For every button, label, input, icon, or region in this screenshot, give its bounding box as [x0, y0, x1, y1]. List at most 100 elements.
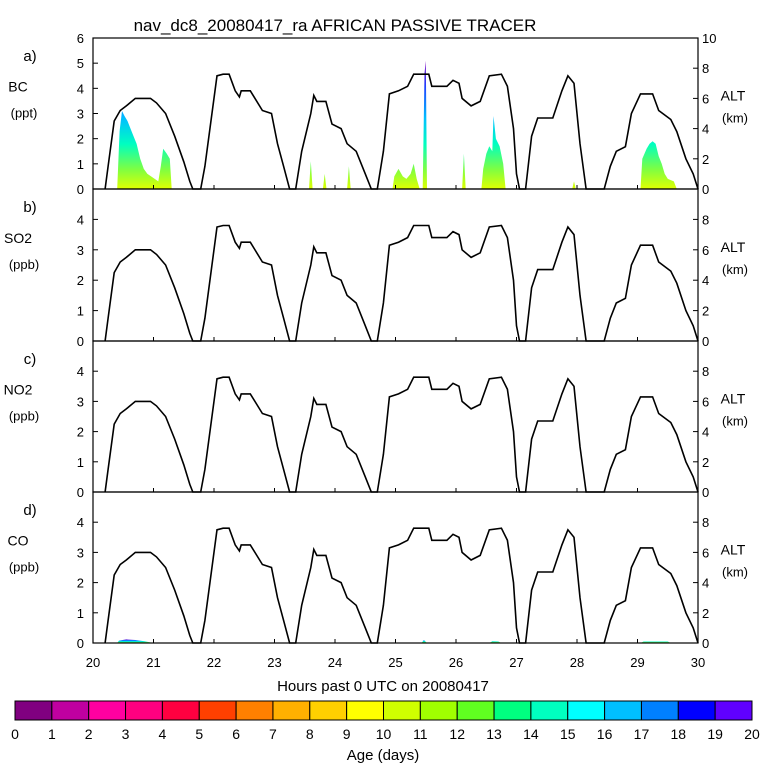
alt-tick-label: 4	[702, 425, 709, 440]
colorbar-tick-label: 8	[306, 726, 314, 742]
colorbar-tick-label: 6	[232, 726, 240, 742]
panel-frame	[92, 491, 699, 644]
colorbar-tick-label: 0	[11, 726, 19, 742]
colorbar-label: Age (days)	[347, 747, 420, 764]
colorbar-tick-label: 11	[413, 726, 428, 742]
alt-label: ALT	[721, 542, 746, 558]
colorbar-tick-label: 16	[597, 726, 613, 742]
altitude-line-so2	[104, 224, 699, 342]
colorbar-tick-label: 20	[744, 726, 760, 742]
panel-so2: 0 1 2 3 4 0 2 4 6 8 b) SO2 (ppb) ALT (km)	[4, 188, 748, 349]
colorbar-tick-label: 18	[671, 726, 687, 742]
alt-tick-label: 8	[702, 364, 709, 379]
species-unit: (ppb)	[9, 257, 39, 272]
x-tick-label: 21	[146, 655, 160, 670]
y-tick-label: 3	[77, 107, 84, 122]
alt-tick-label: 6	[702, 91, 709, 106]
colorbar-tick-label: 9	[343, 726, 351, 742]
y-tick-label: 6	[77, 31, 84, 46]
alt-tick-label: 4	[702, 122, 709, 137]
colorbar-tick-label: 13	[486, 726, 502, 742]
panel-bc: 0 1 2 3 4 5 6 0 2 4 6 8 10 a) BC (ppt) ALT (km)	[8, 31, 748, 197]
x-axis-ticks: 20 21 22 23 24 25 26 27 28 29 30	[86, 655, 705, 670]
colorbar-tick-label: 3	[122, 726, 130, 742]
y-tick-label: 5	[77, 56, 84, 71]
alt-label: ALT	[721, 239, 746, 255]
y-tick-label: 2	[77, 273, 84, 288]
y-tick-label: 4	[77, 212, 84, 227]
y-tick-label: 0	[77, 334, 84, 349]
alt-label: ALT	[721, 391, 746, 407]
colorbar-swatch	[125, 700, 163, 721]
y-tick-label: 1	[77, 455, 84, 470]
colorbar-swatch	[677, 700, 716, 721]
colorbar-swatch	[383, 700, 421, 721]
alt-tick-label: 2	[702, 455, 709, 470]
alt-tick-label: 0	[702, 182, 709, 197]
panel-frame	[92, 37, 699, 190]
alt-tick-label: 0	[702, 334, 709, 349]
colorbar-swatch	[14, 700, 53, 721]
x-axis-label: Hours past 0 UTC on 20080417	[277, 678, 489, 695]
y-tick-label: 4	[77, 515, 84, 530]
colorbar-tick-label: 5	[195, 726, 203, 742]
colorbar-tick-label: 1	[48, 726, 56, 742]
alt-unit: (km)	[722, 565, 748, 580]
y-tick-label: 2	[77, 576, 84, 591]
alt-unit: (km)	[722, 414, 748, 429]
colorbar-swatch	[235, 700, 274, 721]
y-tick-label: 3	[77, 243, 84, 258]
species-label: CO	[8, 533, 29, 549]
colorbar-swatch	[161, 700, 200, 721]
colorbar-tick-label: 12	[449, 726, 465, 742]
alt-unit: (km)	[722, 262, 748, 277]
colorbar-swatch	[530, 700, 569, 721]
x-tick-label: 22	[207, 655, 221, 670]
species-label: NO2	[4, 382, 33, 398]
alt-tick-label: 4	[702, 576, 709, 591]
y-tick-label: 3	[77, 394, 84, 409]
alt-tick-label: 8	[702, 61, 709, 76]
alt-tick-label: 0	[702, 636, 709, 651]
alt-tick-label: 6	[702, 394, 709, 409]
x-tick-label: 24	[328, 655, 342, 670]
alt-tick-label: 2	[702, 606, 709, 621]
colorbar-swatch	[88, 700, 127, 721]
species-unit: (ppb)	[9, 409, 39, 424]
colorbar-swatch	[346, 700, 384, 721]
alt-tick-label: 0	[702, 485, 709, 500]
colorbar-tick-label: 4	[159, 726, 167, 742]
colorbar-tick-label: 2	[85, 726, 93, 742]
alt-tick-label: 8	[702, 515, 709, 530]
y-tick-label: 4	[77, 81, 84, 96]
y-tick-label: 2	[77, 425, 84, 440]
alt-tick-label: 6	[702, 243, 709, 258]
x-tick-label: 29	[630, 655, 644, 670]
y-tick-label: 3	[77, 545, 84, 560]
species-label: BC	[8, 79, 27, 95]
colorbar: 0 1 2 3 4 5 6 7 8 9 10 11 12 13 14 15 16 17 18 19 20	[11, 700, 760, 742]
y-tick-label: 2	[77, 132, 84, 147]
colorbar-swatch	[640, 700, 679, 721]
species-label: SO2	[4, 230, 32, 246]
panels: 01234560246810a)BC(ppt)ALT(km)0123402468…	[4, 31, 748, 651]
y-tick-label: 1	[77, 304, 84, 319]
colorbar-swatch	[456, 700, 495, 721]
panel-letter: c)	[24, 351, 37, 368]
altitude-line-co	[104, 527, 699, 644]
alt-tick-label: 2	[702, 152, 709, 167]
colorbar-swatch	[493, 700, 532, 721]
x-tick-label: 27	[509, 655, 523, 670]
y-tick-label: 0	[77, 636, 84, 651]
species-unit: (ppb)	[9, 560, 39, 575]
y-tick-label: 4	[77, 364, 84, 379]
colorbar-swatch	[604, 700, 642, 721]
colorbar-swatch	[198, 700, 237, 721]
colorbar-tick-label: 19	[707, 726, 723, 742]
x-tick-label: 23	[267, 655, 281, 670]
x-tick-label: 28	[570, 655, 584, 670]
altitude-line-bc	[104, 73, 699, 190]
alt-label: ALT	[721, 88, 746, 104]
alt-tick-label: 8	[702, 212, 709, 227]
